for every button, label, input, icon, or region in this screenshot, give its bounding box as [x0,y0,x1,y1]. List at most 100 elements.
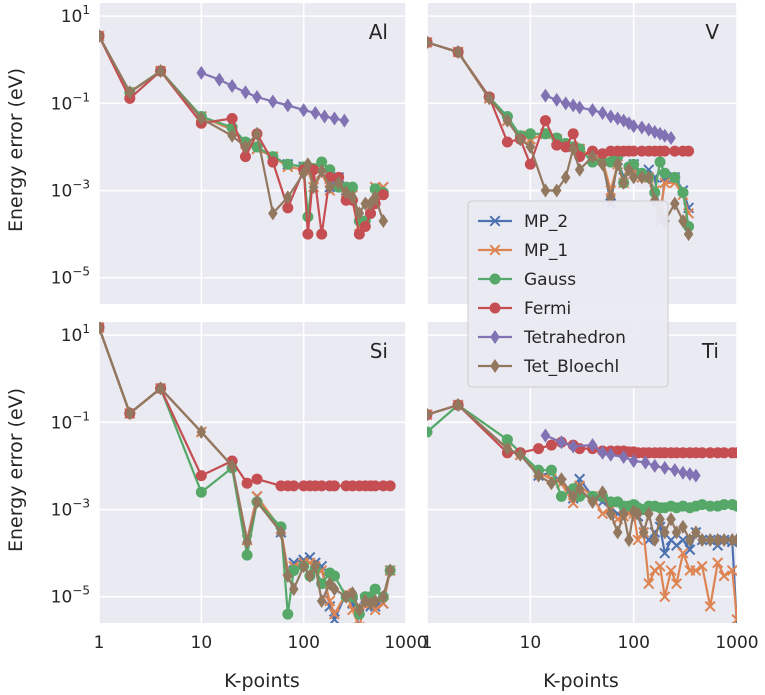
x-axis-label-right: K-points [543,670,619,692]
marker-tetrahedron [640,455,651,470]
marker-fermi [377,189,389,201]
marker-tet-bloechl [99,322,104,335]
marker-tet-bloechl [612,157,623,172]
marker-tet-bloechl [556,472,567,487]
marker-tetrahedron [240,85,251,100]
marker-tetrahedron [669,463,680,478]
marker-mp-1 [659,591,671,603]
marker-tetrahedron [214,72,225,87]
marker-gauss [282,608,294,620]
legend-frame [467,200,669,388]
marker-tet-bloechl [354,206,365,221]
marker-fermi [282,202,294,214]
marker-gauss [195,486,207,498]
panel-label-v: V [705,20,719,44]
marker-tet-bloechl [568,489,579,504]
panel-si: 101 10−1 10−3 10−5 1 10 100 1000 Si [51,322,428,653]
x-tick-label: 100 [287,633,319,653]
series-tetrahedron [540,88,676,146]
marker-tet-bloechl [378,589,389,604]
series-group [427,35,695,242]
marker-tetrahedron [540,88,551,103]
plot-background [99,322,406,623]
marker-tet-bloechl [360,196,371,211]
marker-fermi [533,443,545,455]
marker-fermi [524,158,536,170]
x-tick-label: 10 [520,633,542,653]
marker-tet-bloechl [685,533,695,548]
legend-entry-fermi: Fermi [478,299,571,319]
marker-tetrahedron [678,465,688,480]
x-tick-label: 1000 [715,633,758,653]
marker-fermi [365,207,377,219]
marker-tetrahedron [310,106,321,121]
series-tet-bloechl [427,35,694,242]
marker-tet-bloechl [605,190,616,205]
marker-tet-bloechl [427,35,432,50]
marker-tet-bloechl [385,563,395,578]
legend-entry-gauss: Gauss [478,270,576,290]
marker-tetrahedron [540,428,551,443]
marker-fermi [669,145,681,157]
marker-mp-1 [324,595,336,607]
marker-mp-2 [659,547,671,559]
marker-tet-bloechl [370,190,380,205]
marker-mp-1 [704,600,716,612]
marker-mp-1 [654,560,666,572]
marker-mp-1 [712,557,724,569]
marker-fermi [359,220,371,232]
marker-tet-bloechl [324,180,335,195]
series-fermi [99,30,389,240]
marker-tetrahedron [329,111,340,126]
marker-tetrahedron [283,98,293,113]
marker-tetrahedron [560,96,571,111]
y-tick-label: 10−3 [51,497,90,521]
marker-tet-bloechl [252,126,262,141]
panel-label-ti: Ti [701,339,719,363]
marker-fermi [539,115,551,127]
marker-fermi [241,477,253,489]
marker-tetrahedron [568,439,579,454]
marker-tet-bloechl [288,582,299,597]
marker-tet-bloechl [678,214,688,229]
marker-fermi [353,228,365,240]
marker-tet-bloechl [669,196,680,211]
legend-entry-mp-2: MP_2 [478,212,568,232]
legend-label: Tetrahedron [523,328,626,348]
marker-fermi [683,145,695,157]
marker-gauss [545,464,557,476]
marker-tet-bloechl [453,397,463,412]
marker-tet-bloechl [705,533,715,548]
marker-tet-bloechl [697,533,707,548]
marker-gauss [241,549,253,561]
marker-tet-bloechl [612,525,623,540]
legend-entry-tet-bloechl: Tet_Bloechl [478,357,619,377]
marker-gauss [555,490,567,502]
marker-tet-bloechl [155,64,166,79]
marker-gauss [282,158,294,170]
marker-tet-bloechl [712,533,723,548]
marker-tet-bloechl [515,132,526,147]
marker-mp-1 [671,578,683,590]
marker-tet-bloechl [370,593,380,608]
marker-tet-bloechl [638,525,649,540]
marker-tet-bloechl [643,170,654,185]
marker-fermi [288,480,300,492]
marker-mp-1 [632,534,644,546]
marker-gauss [288,564,300,576]
marker-tet-bloechl [574,481,585,496]
marker-tet-bloechl [298,559,309,574]
y-tick-label: 101 [61,3,90,27]
x-axis-label-left: K-points [224,670,300,692]
marker-tet-bloechl [276,525,286,540]
marker-mp-1 [718,570,730,582]
marker-tetrahedron [568,98,579,113]
marker-fermi [501,136,513,148]
marker-fermi [659,145,671,157]
marker-tetrahedron [618,450,629,465]
marker-fermi [302,228,314,240]
marker-gauss [324,164,336,176]
marker-mp-1 [665,564,677,577]
series-group [99,322,396,623]
marker-tet-bloechl [568,141,579,156]
